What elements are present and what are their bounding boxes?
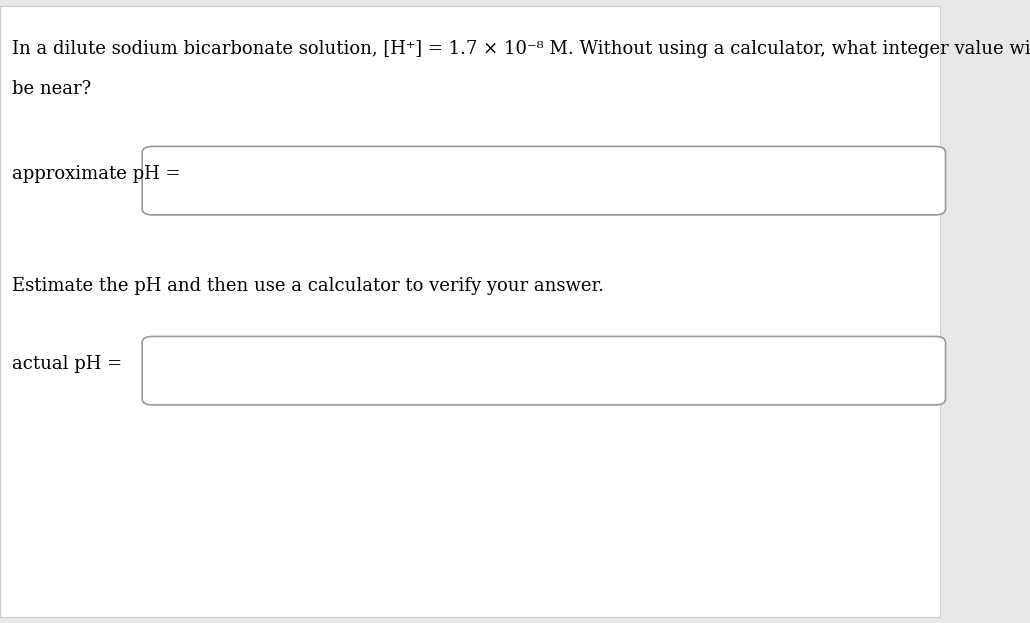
Text: Estimate the pH and then use a calculator to verify your answer.: Estimate the pH and then use a calculato… <box>12 277 605 295</box>
FancyBboxPatch shape <box>142 336 946 405</box>
Text: approximate pH =: approximate pH = <box>12 166 181 183</box>
Text: actual pH =: actual pH = <box>12 356 123 373</box>
Text: In a dilute sodium bicarbonate solution, [H⁺] = 1.7 × 10⁻⁸ M. Without using a ca: In a dilute sodium bicarbonate solution,… <box>12 40 1030 59</box>
FancyBboxPatch shape <box>0 6 940 617</box>
FancyBboxPatch shape <box>142 146 946 215</box>
Text: be near?: be near? <box>12 80 92 98</box>
